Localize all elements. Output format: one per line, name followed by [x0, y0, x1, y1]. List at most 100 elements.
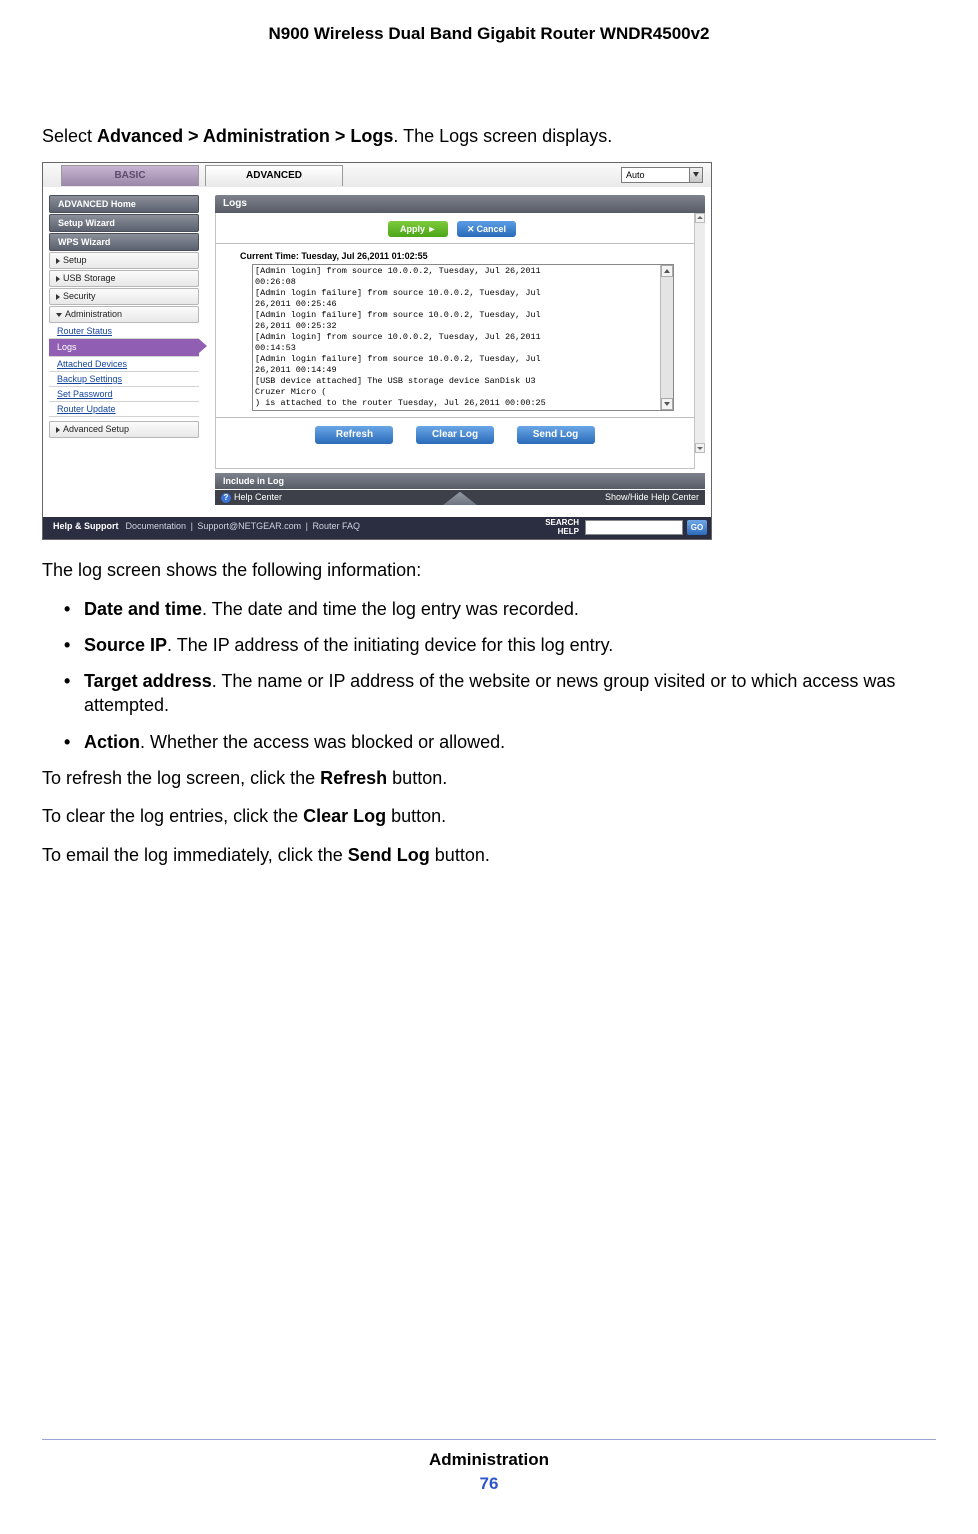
- para-refresh: To refresh the log screen, click the Ref…: [42, 766, 936, 790]
- search-input[interactable]: [585, 520, 683, 535]
- sidebar-setup[interactable]: Setup: [49, 252, 199, 269]
- log-scrollbar[interactable]: [660, 265, 673, 410]
- para-send-a: To email the log immediately, click the: [42, 845, 348, 865]
- para-info: The log screen shows the following infor…: [42, 558, 936, 582]
- show-hide-help[interactable]: Show/Hide Help Center: [605, 490, 699, 505]
- help-icon: ?: [221, 493, 231, 503]
- chevron-right-icon: [56, 427, 60, 433]
- footer-page-number: 76: [42, 1474, 936, 1494]
- para-clear: To clear the log entries, click the Clea…: [42, 804, 936, 828]
- sidebar-attached-devices[interactable]: Attached Devices: [49, 357, 199, 372]
- screenshot-footer: Help & Support Documentation | Support@N…: [43, 517, 711, 539]
- auto-select-label: Auto: [626, 170, 645, 180]
- chevron-right-icon: [56, 276, 60, 282]
- sidebar-setup-label: Setup: [63, 255, 87, 265]
- field-list: Date and time. The date and time the log…: [42, 597, 936, 754]
- list-item: Source IP. The IP address of the initiat…: [64, 633, 936, 657]
- sidebar-administration[interactable]: Administration: [49, 306, 199, 323]
- chevron-down-icon: [693, 172, 699, 177]
- sidebar-setup-wizard[interactable]: Setup Wizard: [49, 214, 199, 232]
- send-log-button[interactable]: Send Log: [517, 426, 595, 444]
- para-refresh-c: button.: [387, 768, 447, 788]
- sidebar-security-label: Security: [63, 291, 96, 301]
- help-support-label: Help & Support: [53, 521, 119, 531]
- list-item: Target address. The name or IP address o…: [64, 669, 936, 718]
- sidebar: ADVANCED Home Setup Wizard WPS Wizard Se…: [49, 195, 199, 439]
- sidebar-advanced-home[interactable]: ADVANCED Home: [49, 195, 199, 213]
- tab-advanced[interactable]: ADVANCED: [205, 165, 343, 186]
- bullet-desc: . The date and time the log entry was re…: [202, 599, 579, 619]
- sidebar-admin-label: Administration: [65, 309, 122, 319]
- para-clear-c: button.: [386, 806, 446, 826]
- scroll-up-icon[interactable]: [695, 213, 705, 223]
- include-in-log-bar: Include in Log: [215, 473, 705, 489]
- divider: [216, 243, 694, 244]
- expand-wedge-icon[interactable]: [436, 490, 484, 505]
- sidebar-logs[interactable]: Logs: [49, 339, 199, 356]
- para-clear-a: To clear the log entries, click the: [42, 806, 303, 826]
- scroll-down-icon[interactable]: [661, 398, 673, 410]
- sidebar-router-status[interactable]: Router Status: [49, 324, 199, 339]
- top-button-row: Apply ► ✕Cancel: [216, 221, 694, 237]
- bullet-term: Date and time: [84, 599, 202, 619]
- para-send-c: button.: [430, 845, 490, 865]
- sidebar-advanced-setup[interactable]: Advanced Setup: [49, 421, 199, 438]
- para-select-c: . The Logs screen displays.: [393, 126, 612, 146]
- list-item: Action. Whether the access was blocked o…: [64, 730, 936, 754]
- sidebar-wps-wizard[interactable]: WPS Wizard: [49, 233, 199, 251]
- bullet-term: Action: [84, 732, 140, 752]
- sidebar-usb[interactable]: USB Storage: [49, 270, 199, 287]
- go-button[interactable]: GO: [687, 520, 707, 535]
- auto-select[interactable]: Auto: [621, 167, 703, 183]
- bottom-button-row: Refresh Clear Log Send Log: [216, 426, 694, 444]
- chevron-down-icon: [56, 313, 62, 317]
- x-icon: ✕: [467, 224, 475, 234]
- doc-header: N900 Wireless Dual Band Gigabit Router W…: [42, 24, 936, 44]
- para-send: To email the log immediately, click the …: [42, 843, 936, 867]
- para-refresh-a: To refresh the log screen, click the: [42, 768, 320, 788]
- para-select-a: Select: [42, 126, 97, 146]
- link-faq[interactable]: Router FAQ: [312, 521, 360, 531]
- current-time-label: Current Time: Tuesday, Jul 26,2011 01:02…: [240, 250, 694, 262]
- search-label-2: HELP: [558, 527, 579, 536]
- para-clear-b: Clear Log: [303, 806, 386, 826]
- log-content: [Admin login] from source 10.0.0.2, Tues…: [255, 266, 659, 411]
- search-label-1: SEARCH: [545, 518, 579, 527]
- router-screenshot: BASIC ADVANCED Auto ADVANCED Home Setup …: [42, 162, 712, 540]
- bullet-desc: . The IP address of the initiating devic…: [167, 635, 613, 655]
- search-help-label: SEARCH HELP: [545, 518, 579, 536]
- bullet-term: Source IP: [84, 635, 167, 655]
- sidebar-adv-setup-label: Advanced Setup: [63, 424, 129, 434]
- refresh-button[interactable]: Refresh: [315, 426, 393, 444]
- apply-button[interactable]: Apply ►: [388, 221, 448, 237]
- help-center-label: Help Center: [234, 492, 282, 502]
- chevron-right-icon: [56, 294, 60, 300]
- main-panel: Logs Apply ► ✕Cancel Current Time: Tuesd…: [215, 195, 705, 489]
- sidebar-security[interactable]: Security: [49, 288, 199, 305]
- cancel-label: Cancel: [476, 224, 506, 234]
- scroll-up-icon[interactable]: [661, 265, 673, 277]
- page-footer: Administration 76: [42, 1439, 936, 1494]
- cancel-button[interactable]: ✕Cancel: [457, 221, 516, 237]
- link-support[interactable]: Support@NETGEAR.com: [197, 521, 301, 531]
- bullet-term: Target address: [84, 671, 212, 691]
- panel-scrollbar[interactable]: [694, 213, 705, 453]
- chevron-right-icon: [56, 258, 60, 264]
- para-send-b: Send Log: [348, 845, 430, 865]
- help-center-bar[interactable]: ?Help Center Show/Hide Help Center: [215, 490, 705, 505]
- para-refresh-b: Refresh: [320, 768, 387, 788]
- para-select: Select Advanced > Administration > Logs.…: [42, 124, 936, 148]
- link-documentation[interactable]: Documentation: [126, 521, 187, 531]
- sidebar-set-password[interactable]: Set Password: [49, 387, 199, 402]
- tab-basic[interactable]: BASIC: [61, 165, 199, 186]
- footer-section: Administration: [42, 1450, 936, 1470]
- sidebar-backup-settings[interactable]: Backup Settings: [49, 372, 199, 387]
- footer-rule: [42, 1439, 936, 1440]
- sidebar-router-update[interactable]: Router Update: [49, 402, 199, 417]
- scroll-down-icon[interactable]: [695, 443, 705, 453]
- bullet-desc: . Whether the access was blocked or allo…: [140, 732, 505, 752]
- sidebar-usb-label: USB Storage: [63, 273, 116, 283]
- log-textarea[interactable]: [Admin login] from source 10.0.0.2, Tues…: [252, 264, 674, 411]
- clear-log-button[interactable]: Clear Log: [416, 426, 494, 444]
- list-item: Date and time. The date and time the log…: [64, 597, 936, 621]
